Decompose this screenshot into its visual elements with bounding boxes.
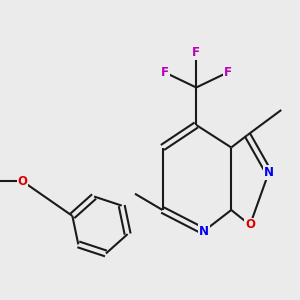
Text: O: O [17,175,28,188]
Text: N: N [264,166,274,179]
Text: F: F [224,66,232,79]
Text: F: F [192,46,200,59]
Text: F: F [161,66,169,79]
Text: N: N [199,225,209,238]
Text: O: O [245,218,255,232]
